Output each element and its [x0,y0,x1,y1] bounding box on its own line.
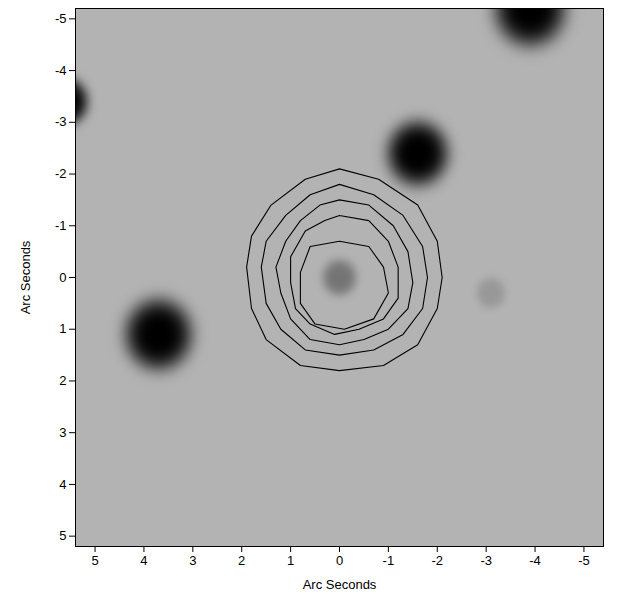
svg-text:4: 4 [59,477,66,492]
svg-text:5: 5 [59,528,66,543]
svg-text:2: 2 [238,553,245,568]
svg-text:-2: -2 [431,553,443,568]
svg-text:-1: -1 [383,553,395,568]
svg-text:-1: -1 [55,218,67,233]
svg-text:-2: -2 [55,166,67,181]
svg-text:5: 5 [91,553,98,568]
svg-text:1: 1 [59,321,66,336]
svg-text:-4: -4 [529,553,541,568]
svg-text:Arc Seconds: Arc Seconds [18,240,33,314]
svg-text:0: 0 [59,270,66,285]
svg-text:0: 0 [336,553,343,568]
svg-text:3: 3 [59,425,66,440]
svg-text:2: 2 [59,373,66,388]
svg-text:3: 3 [189,553,196,568]
svg-text:-5: -5 [55,11,67,26]
svg-text:1: 1 [287,553,294,568]
svg-text:-4: -4 [55,63,67,78]
svg-text:-3: -3 [480,553,492,568]
svg-text:Arc Seconds: Arc Seconds [303,577,377,592]
svg-text:4: 4 [140,553,147,568]
svg-text:-3: -3 [55,114,67,129]
svg-text:-5: -5 [578,553,590,568]
